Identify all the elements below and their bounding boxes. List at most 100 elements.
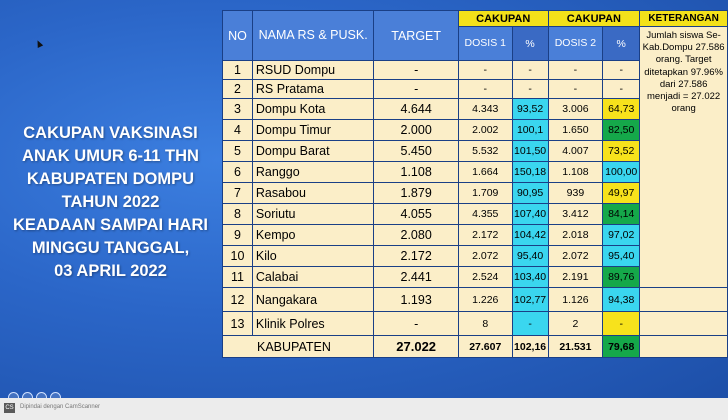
title-line: ANAK UMUR 6-11 THN	[22, 147, 199, 165]
header-cakupan-1: CAKUPAN	[457, 10, 549, 27]
title-line: MINGGU TANGGAL,	[31, 239, 190, 257]
cell-dosis-2: 1.650	[547, 119, 604, 141]
cell-dosis-1: 4.355	[457, 203, 513, 225]
cell-no: 8	[222, 203, 253, 225]
cell-pct-2: -	[602, 79, 641, 99]
total-dosis-2: 21.531	[547, 335, 604, 358]
cell-dosis-2: 939	[547, 182, 604, 204]
cell-no: 5	[222, 140, 253, 162]
vaccination-table: NO NAMA RS & PUSK. TARGET CAKUPAN CAKUPA…	[221, 10, 728, 358]
cell-nama: Kilo	[251, 245, 375, 267]
cell-dosis-2: 3.006	[547, 98, 604, 120]
cell-target: -	[373, 311, 459, 336]
cell-pct-1: 104,42	[511, 224, 549, 246]
cell-no: 10	[222, 245, 253, 267]
cell-no: 7	[222, 182, 253, 204]
cell-dosis-2: 4.007	[547, 140, 604, 162]
cell-nama: Dompu Kota	[251, 98, 375, 120]
cell-pct-1: 107,40	[511, 203, 549, 225]
header-no: NO	[222, 10, 253, 61]
cell-target: 2.080	[373, 224, 459, 246]
cell-nama: Ranggo	[251, 161, 375, 183]
cell-dosis-1: 4.343	[457, 98, 513, 120]
cell-no: 3	[222, 98, 253, 120]
cell-nama: Dompu Barat	[251, 140, 375, 162]
cell-dosis-2: 2.018	[547, 224, 604, 246]
cell-target: 2.000	[373, 119, 459, 141]
cell-dosis-2: -	[547, 60, 604, 80]
table-row: 6 Ranggo 1.108 1.664 150,18 1.108 100,00	[222, 161, 728, 183]
cell-dosis-1: 1.709	[457, 182, 513, 204]
cell-nama: Rasabou	[251, 182, 375, 204]
title-line: KABUPATEN DOMPU	[26, 170, 195, 188]
cell-no: 6	[222, 161, 253, 183]
camscanner-logo-icon: CS	[4, 403, 15, 413]
cell-target: 2.172	[373, 245, 459, 267]
cell-dosis-2: 2	[547, 311, 604, 336]
cell-dosis-1: -	[457, 79, 513, 99]
cell-no: 12	[222, 287, 253, 312]
total-pct-2: 79,68	[602, 335, 641, 358]
cell-dosis-2: -	[547, 79, 604, 99]
cell-pct-2: 49,97	[602, 182, 641, 204]
cell-target: 4.644	[373, 98, 459, 120]
cell-target: -	[373, 60, 459, 80]
cell-dosis-2: 1.126	[547, 287, 604, 312]
cell-pct-1: 95,40	[511, 245, 549, 267]
title-line: 03 APRIL 2022	[54, 262, 167, 280]
total-dosis-1: 27.607	[457, 335, 513, 358]
cell-nama: Calabai	[251, 266, 375, 288]
title-line: CAKUPAN VAKSINASI	[23, 124, 198, 142]
cell-dosis-1: 1.664	[457, 161, 513, 183]
cell-no: 11	[222, 266, 253, 288]
scanner-watermark: Dipindai dengan CamScanner	[20, 404, 101, 410]
table-row: 11 Calabai 2.441 2.524 103,40 2.191 89,7…	[222, 266, 728, 288]
table-row: 12 Nangakara 1.193 1.226 102,77 1.126 94…	[222, 287, 728, 312]
header-nama: NAMA RS & PUSK.	[251, 10, 375, 61]
cell-target: 1.108	[373, 161, 459, 183]
cell-pct-2: -	[602, 60, 641, 80]
table-row: 10 Kilo 2.172 2.072 95,40 2.072 95,40	[222, 245, 728, 267]
header-keterangan: KETERANGAN	[639, 10, 728, 27]
cell-pct-1: -	[511, 79, 549, 99]
cell-no: 9	[222, 224, 253, 246]
header-pct-2: %	[602, 26, 641, 61]
cell-target: -	[373, 79, 459, 99]
cell-pct-2: 100,00	[602, 161, 641, 183]
cell-pct-2: -	[602, 311, 641, 336]
keterangan-blank	[639, 335, 728, 358]
cell-nama: RSUD Dompu	[251, 60, 375, 80]
cell-pct-2: 95,40	[602, 245, 641, 267]
cell-no: 4	[222, 119, 253, 141]
cell-pct-1: 103,40	[511, 266, 549, 288]
cell-dosis-1: 5.532	[457, 140, 513, 162]
cell-nama: Kempo	[251, 224, 375, 246]
cell-pct-1: 101,50	[511, 140, 549, 162]
cell-pct-1: 93,52	[511, 98, 549, 120]
cell-target: 5.450	[373, 140, 459, 162]
cell-dosis-1: 8	[457, 311, 513, 336]
cell-dosis-2: 1.108	[547, 161, 604, 183]
cell-pct-1: -	[511, 311, 549, 336]
cell-dosis-2: 2.072	[547, 245, 604, 267]
cell-dosis-2: 2.191	[547, 266, 604, 288]
cell-pct-1: 102,77	[511, 287, 549, 312]
cell-pct-1: -	[511, 60, 549, 80]
table-row: 5 Dompu Barat 5.450 5.532 101,50 4.007 7…	[222, 140, 728, 162]
table-row: 8 Soriutu 4.055 4.355 107,40 3.412 84,14	[222, 203, 728, 225]
cell-target: 4.055	[373, 203, 459, 225]
total-row: KABUPATEN 27.022 27.607 102,16 21.531 79…	[221, 335, 728, 358]
header-cakupan-2: CAKUPAN	[547, 10, 641, 27]
title-line: TAHUN 2022	[61, 193, 160, 211]
cell-dosis-1: 2.072	[457, 245, 513, 267]
total-pct-1: 102,16	[511, 335, 549, 358]
slide-title: CAKUPAN VAKSINASI ANAK UMUR 6-11 THN KAB…	[8, 122, 213, 283]
keterangan-note: Jumlah siswa Se-Kab.Dompu 27.586 orang. …	[639, 26, 728, 288]
cell-pct-1: 90,95	[511, 182, 549, 204]
cell-nama: Klinik Polres	[251, 311, 375, 336]
cell-pct-2: 89,76	[602, 266, 641, 288]
cell-pct-2: 73,52	[602, 140, 641, 162]
header-pct-1: %	[511, 26, 549, 61]
cell-dosis-1: 1.226	[457, 287, 513, 312]
cell-pct-1: 150,18	[511, 161, 549, 183]
